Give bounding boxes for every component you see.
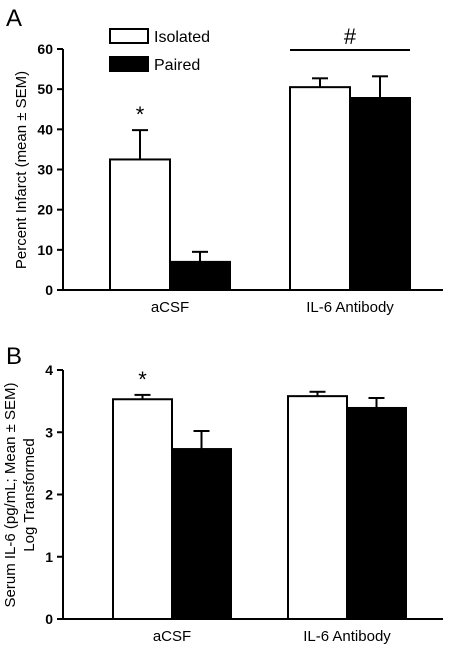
panel-b-y-tick-label: 0 bbox=[45, 611, 53, 627]
panel-b: B Serum IL-6 (pg/mL; Mean ± SEM) Log Tra… bbox=[2, 343, 443, 645]
panel-a-bar-paired bbox=[169, 260, 231, 291]
panel-a-bar-isolated bbox=[109, 158, 171, 291]
panel-b-y-tick-label: 3 bbox=[45, 424, 53, 440]
panel-a-y-tick-label: 40 bbox=[37, 121, 53, 137]
panel-b-letter: B bbox=[6, 343, 22, 370]
panel-b-significance-marker: * bbox=[138, 367, 147, 392]
panel-b-y-axis-label-line1: Serum IL-6 (pg/mL; Mean ± SEM) bbox=[2, 383, 19, 608]
legend-label-isolated: Isolated bbox=[154, 29, 210, 46]
panel-a: A Percent Infarct (mean ± SEM) 0 10 20 30 40… bbox=[6, 5, 443, 316]
legend-swatch-paired bbox=[109, 56, 149, 72]
panel-a-y-tick-label: 20 bbox=[37, 202, 53, 218]
panel-a-y-tick-label: 0 bbox=[45, 282, 53, 298]
panel-a-y-axis-label: Percent Infarct (mean ± SEM) bbox=[13, 71, 30, 269]
panel-a-legend: Isolated Paired bbox=[109, 28, 210, 74]
legend-swatch-isolated bbox=[109, 28, 149, 44]
panel-b-chart: 0 1 2 3 4 aCSF IL-6 Antibody * bbox=[45, 362, 443, 645]
panel-b-bar-paired bbox=[171, 448, 232, 620]
panel-a-bar-paired bbox=[349, 97, 411, 292]
panel-a-y-tick-label: 60 bbox=[37, 41, 53, 57]
panel-a-letter: A bbox=[6, 5, 22, 32]
panel-b-bar-isolated bbox=[287, 395, 348, 620]
legend-label-paired: Paired bbox=[154, 57, 200, 74]
panel-a-y-tick-label: 30 bbox=[37, 162, 53, 178]
panel-b-bar-paired bbox=[346, 406, 407, 620]
panel-b-y-axis-label-line2: Log Transformed bbox=[21, 438, 38, 551]
panel-b-y-tick-label: 1 bbox=[45, 549, 53, 565]
panel-a-significance-marker: # bbox=[344, 24, 357, 49]
panel-b-bar-isolated bbox=[112, 398, 173, 620]
panel-a-y-tick-label: 50 bbox=[37, 81, 53, 97]
panel-a-category-label: aCSF bbox=[151, 299, 189, 316]
panel-a-category-label: IL-6 Antibody bbox=[306, 299, 394, 316]
panel-b-y-tick-label: 4 bbox=[45, 362, 53, 378]
panel-a-bar-isolated bbox=[289, 86, 351, 291]
panel-a-y-tick-label: 10 bbox=[37, 242, 53, 258]
panel-b-category-label: IL-6 Antibody bbox=[303, 628, 391, 645]
panel-a-chart: 0 10 20 30 40 50 60 aCSF IL-6 Antibody * # bbox=[37, 24, 443, 316]
panel-b-y-tick-label: 2 bbox=[45, 487, 53, 503]
panel-a-significance-marker: * bbox=[136, 102, 145, 127]
panel-b-category-label: aCSF bbox=[153, 628, 191, 645]
